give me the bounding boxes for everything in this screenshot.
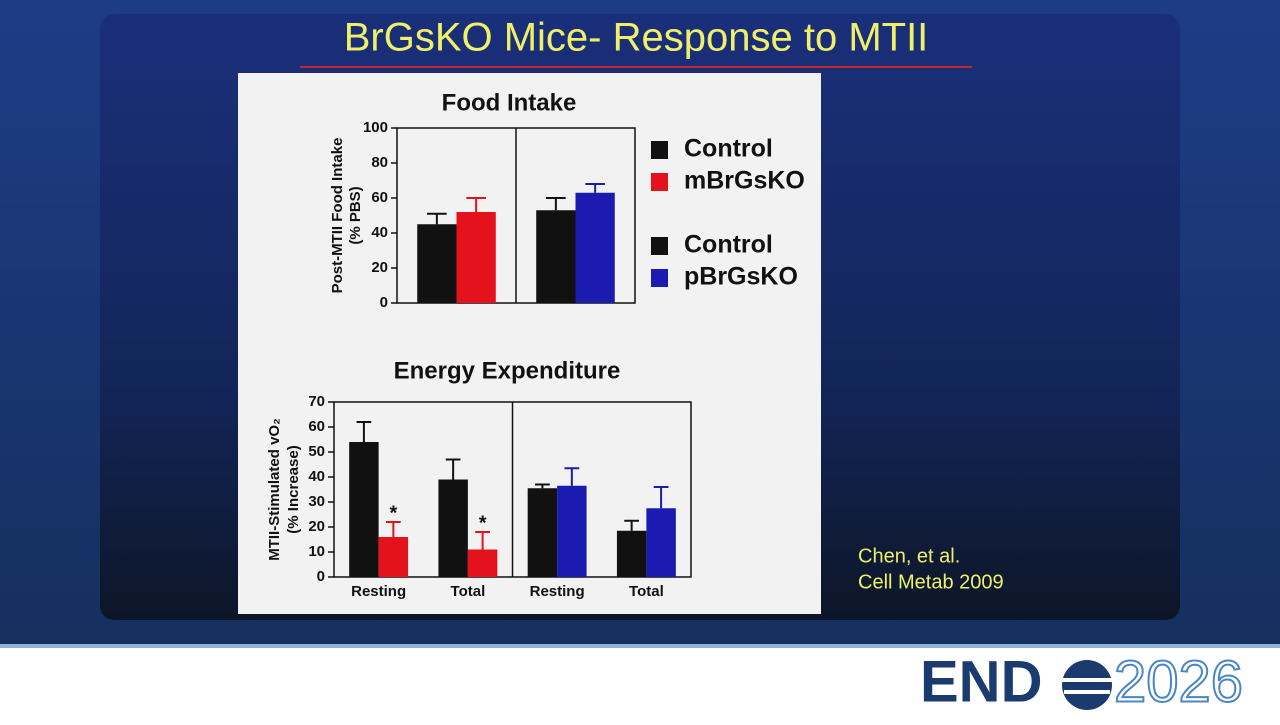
y-tick-label: 80 xyxy=(371,154,388,171)
y-tick-label: 50 xyxy=(308,443,325,460)
chart-title: Food Intake xyxy=(442,89,577,116)
bar xyxy=(536,210,576,303)
significance-marker: * xyxy=(479,512,487,534)
bar xyxy=(616,530,647,577)
bar xyxy=(378,537,409,577)
y-tick-label: 40 xyxy=(371,224,388,241)
y-axis-label: MTII-Stimulated vO₂ xyxy=(266,418,283,561)
bar xyxy=(575,192,615,303)
y-tick-label: 60 xyxy=(371,189,388,206)
legend-swatch xyxy=(651,141,668,159)
y-tick-label: 0 xyxy=(380,294,388,311)
y-axis-label: (% Increase) xyxy=(285,445,302,533)
y-tick-label: 20 xyxy=(308,518,325,535)
bar xyxy=(456,212,496,303)
chart-title: Energy Expenditure xyxy=(394,357,621,384)
y-axis-label: (% PBS) xyxy=(347,186,364,244)
bar xyxy=(527,488,558,577)
y-axis-label: Post-MTII Food Intake xyxy=(329,138,346,294)
y-tick-label: 70 xyxy=(308,393,325,410)
x-tick-label: Total xyxy=(629,583,664,600)
bar xyxy=(467,549,498,577)
citation: Chen, et al. xyxy=(858,545,960,567)
y-tick-label: 100 xyxy=(363,119,388,136)
x-tick-label: Total xyxy=(451,583,486,600)
y-tick-label: 40 xyxy=(308,468,325,485)
legend-label: Control xyxy=(684,135,773,163)
y-tick-label: 0 xyxy=(317,568,325,585)
citation: Cell Metab 2009 xyxy=(858,571,1004,593)
significance-marker: * xyxy=(389,502,397,524)
legend-swatch xyxy=(651,269,668,287)
legend-swatch xyxy=(651,237,668,255)
logo-year: 2026 xyxy=(1114,649,1243,714)
legend-label: Control xyxy=(684,231,773,259)
y-tick-label: 20 xyxy=(371,259,388,276)
slide-title: BrGsKO Mice- Response to MTII xyxy=(344,16,929,60)
y-tick-label: 30 xyxy=(308,493,325,510)
bar xyxy=(438,479,468,577)
y-tick-label: 60 xyxy=(308,418,325,435)
bar xyxy=(349,442,379,577)
x-tick-label: Resting xyxy=(351,583,406,600)
bar xyxy=(557,485,587,577)
legend-label: mBrGsKO xyxy=(684,167,805,195)
logo-word: END xyxy=(920,649,1042,714)
legend-label: pBrGsKO xyxy=(684,263,798,291)
bar xyxy=(417,224,457,303)
logo-globe xyxy=(1062,660,1112,710)
divider xyxy=(0,644,1280,648)
logo-globe-lines xyxy=(1062,678,1112,694)
y-tick-label: 10 xyxy=(308,543,325,560)
legend-swatch xyxy=(651,173,668,191)
bar xyxy=(646,508,676,577)
x-tick-label: Resting xyxy=(530,583,585,600)
